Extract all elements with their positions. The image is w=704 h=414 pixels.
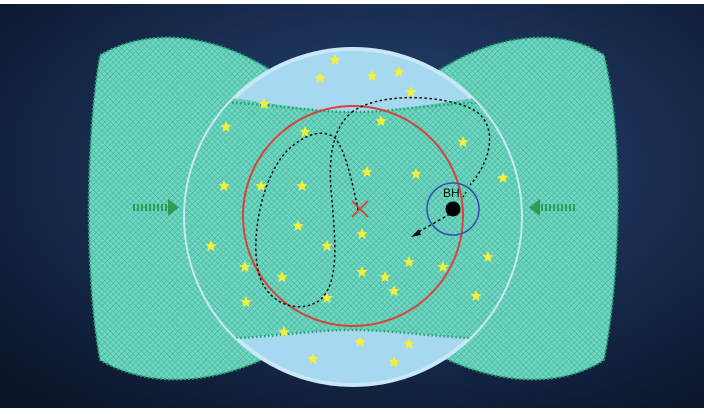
stellar-orbit-left: [255, 111, 359, 308]
black-hole-sphere: [426, 182, 480, 236]
red-circle: [242, 105, 464, 327]
center-cross-icon: [351, 200, 369, 218]
inflow-arrow-left-icon: [133, 199, 179, 216]
inflow-arrow-right-icon: [529, 199, 575, 216]
gas-band: [185, 94, 521, 341]
black-hole: [445, 201, 461, 217]
stellar-orbit-right: [351, 96, 491, 186]
black-hole-label: BH: [443, 186, 460, 200]
black-hole-motion-arrow: [414, 213, 451, 235]
